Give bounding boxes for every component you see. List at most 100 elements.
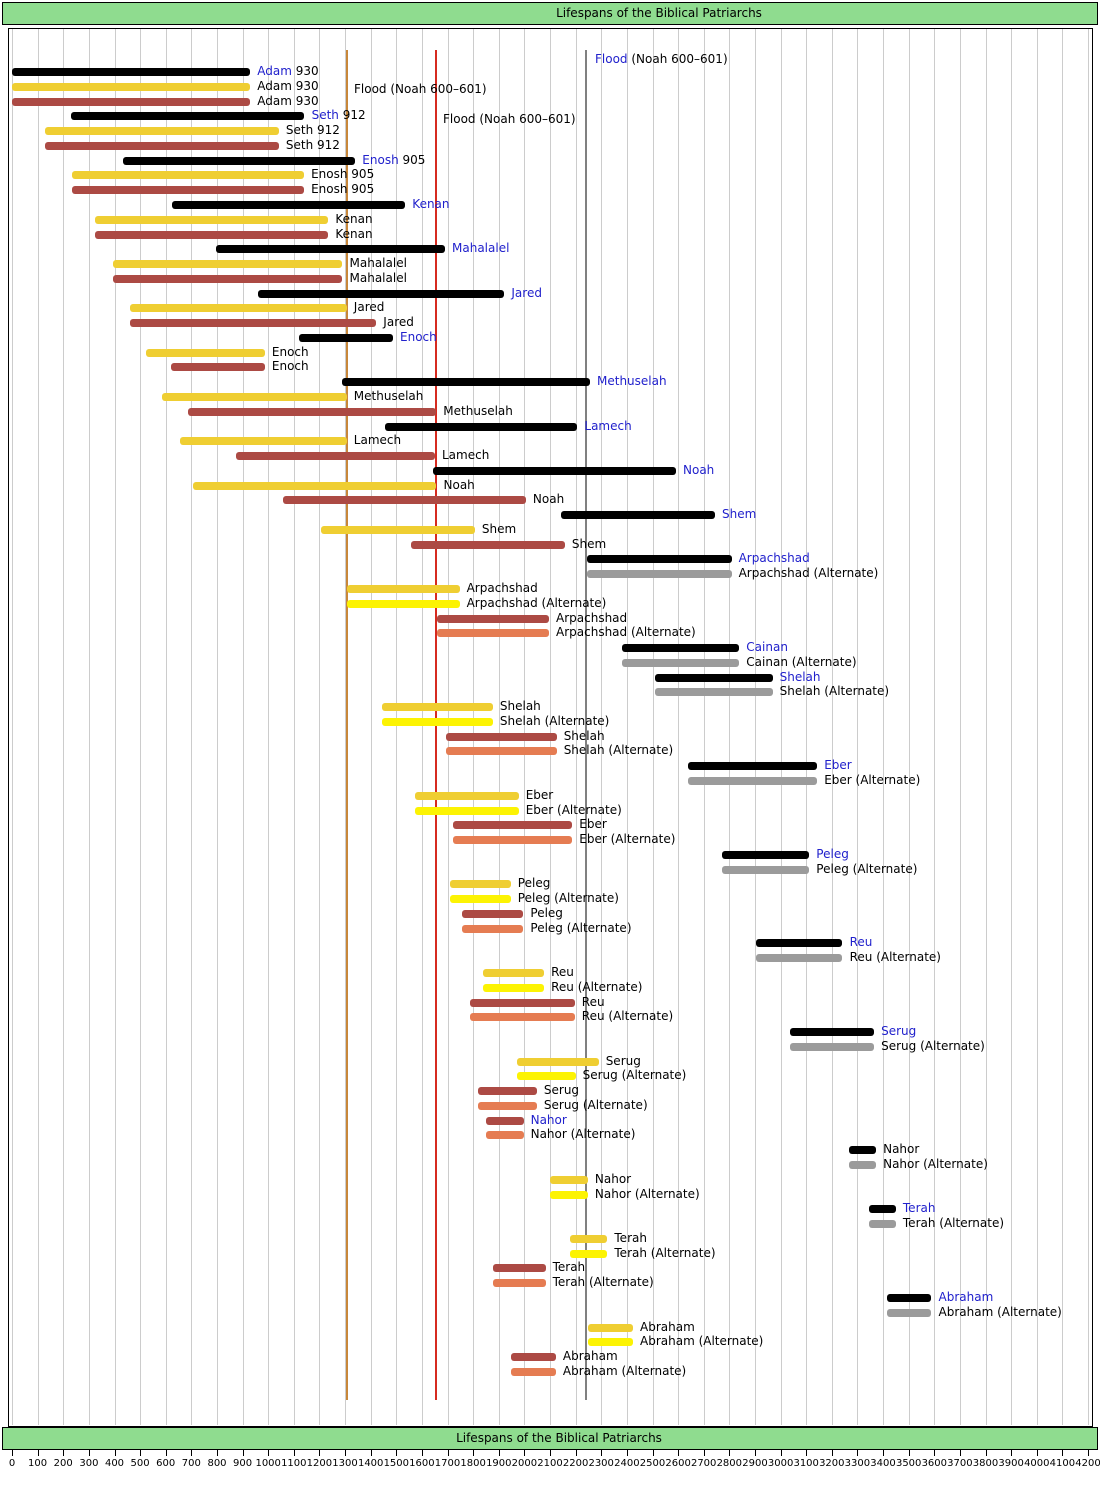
bar-label-abraham-alternate: Abraham (Alternate) xyxy=(640,1335,763,1348)
bar-label-text: Arpachshad (Alternate) xyxy=(738,566,879,581)
bar-label-text: Peleg (Alternate) xyxy=(530,920,632,935)
x-tick-label-1400: 1400 xyxy=(357,1458,384,1469)
x-tick-1800 xyxy=(473,1449,475,1456)
bar-label-peleg-alternate: Peleg (Alternate) xyxy=(530,920,632,935)
x-tick-2600 xyxy=(678,1449,680,1456)
lifespan-bar-eber-black xyxy=(688,762,818,771)
lifespan-bar-abraham-alternate-yellow xyxy=(588,1338,633,1347)
bar-label-cainan: Cainan xyxy=(746,641,788,654)
x-tick-1500 xyxy=(396,1449,398,1456)
bar-label-text: Serug xyxy=(605,1053,641,1068)
gridline-400 xyxy=(114,29,116,1425)
lifespan-bar-serug-alternate-yellow xyxy=(516,1072,576,1081)
bar-label-text: Shelah (Alternate) xyxy=(563,743,674,758)
bar-label-lamech: Lamech xyxy=(442,449,489,462)
x-tick-200 xyxy=(63,1449,65,1456)
gridline-3400 xyxy=(883,29,884,1425)
bar-label-adam: Adam 930 xyxy=(257,65,318,78)
x-tick-label-300: 300 xyxy=(79,1458,99,1469)
bar-label-shelah-alternate: Shelah (Alternate) xyxy=(500,714,609,728)
bar-label-text: Shelah xyxy=(779,669,821,684)
bar-label-shem: Shem xyxy=(722,508,756,521)
bar-label-arpachshad-alternate: Arpachshad (Alternate) xyxy=(739,567,879,580)
x-tick-1200 xyxy=(319,1449,321,1456)
gridline-0 xyxy=(12,29,13,1425)
x-tick-label-600: 600 xyxy=(156,1458,176,1469)
x-tick-label-2100: 2100 xyxy=(537,1458,563,1469)
bar-label-arpachshad: Arpachshad xyxy=(739,552,810,565)
x-tick-800 xyxy=(217,1449,218,1456)
gridline-3800 xyxy=(985,29,987,1425)
bar-label-enosh: Enosh 905 xyxy=(311,168,374,181)
bar-label-reu-alternate: Reu (Alternate) xyxy=(551,979,643,994)
flood-label-0: Flood (Noah 600–601) xyxy=(595,52,728,66)
x-tick-2100 xyxy=(550,1449,551,1456)
x-tick-3500 xyxy=(908,1449,910,1456)
x-tick-2200 xyxy=(575,1449,577,1456)
bar-label-text: Seth 912 xyxy=(285,123,340,138)
bar-label-nahor-alternate: Nahor (Alternate) xyxy=(883,1158,988,1171)
lifespan-bar-reu-gold xyxy=(482,969,545,977)
bar-label-text: Peleg (Alternate) xyxy=(816,861,918,876)
bar-label-text: Lamech xyxy=(584,418,632,433)
bar-label-text: Terah (Alternate) xyxy=(552,1275,654,1290)
x-tick-label-3100: 3100 xyxy=(793,1458,819,1469)
bar-label-eber: Eber xyxy=(526,788,554,802)
bar-label-abraham: Abraham xyxy=(640,1320,695,1334)
bar-label-text: Shelah xyxy=(563,728,605,743)
bar-label-nahor-alternate: Nahor (Alternate) xyxy=(531,1128,636,1141)
gridline-2600 xyxy=(678,29,680,1425)
bar-label-serug: Serug xyxy=(544,1084,579,1097)
x-tick-label-1600: 1600 xyxy=(409,1458,435,1469)
bar-label-terah-alternate: Terah (Alternate) xyxy=(903,1217,1004,1230)
bar-label-adam: Adam 930 xyxy=(257,79,318,93)
x-tick-label-3000: 3000 xyxy=(767,1458,794,1469)
bar-label-text: Nahor xyxy=(530,1112,567,1127)
gridline-2200 xyxy=(575,29,577,1425)
x-tick-2500 xyxy=(652,1449,654,1456)
x-tick-label-1000: 1000 xyxy=(255,1458,281,1469)
bar-label-cainan-alternate: Cainan (Alternate) xyxy=(746,654,857,669)
gridline-4000 xyxy=(1036,29,1038,1425)
bar-label-text: Reu (Alternate) xyxy=(551,979,643,994)
lifespan-bar-nahor-alternate-grey xyxy=(848,1161,877,1169)
gridline-2000 xyxy=(524,29,526,1425)
bar-label-text: Terah (Alternate) xyxy=(902,1216,1005,1231)
gridline-1800 xyxy=(473,29,475,1425)
lifespan-bar-peleg-alternate-salmon xyxy=(462,924,524,933)
bar-label-text: Nahor xyxy=(594,1171,632,1186)
x-tick-label-1700: 1700 xyxy=(434,1458,461,1469)
x-tick-1400 xyxy=(370,1449,372,1456)
gridline-1000 xyxy=(268,29,270,1425)
x-tick-label-100: 100 xyxy=(28,1458,48,1469)
bar-label-mahalalel: Mahalalel xyxy=(350,271,407,285)
bar-label-text: Cainan (Alternate) xyxy=(746,654,857,669)
bar-label-text: Serug xyxy=(543,1083,580,1098)
lifespan-bar-methuselah-black xyxy=(341,378,590,387)
bar-label-reu: Reu xyxy=(850,936,873,949)
bar-label-text: Shelah (Alternate) xyxy=(779,684,890,699)
lifespan-bar-serug-gold xyxy=(516,1057,599,1066)
bar-label-text: Jared xyxy=(511,285,542,300)
gridline-3500 xyxy=(908,29,910,1425)
bar-label-peleg-alternate: Peleg (Alternate) xyxy=(518,892,619,905)
bar-label-text: Shem xyxy=(571,536,607,551)
bar-label-text: Reu (Alternate) xyxy=(581,1009,674,1024)
lifespan-bar-peleg-alternate-yellow xyxy=(449,895,511,904)
gridline-3700 xyxy=(959,29,961,1425)
bar-label-shelah: Shelah xyxy=(563,728,605,743)
lifespan-bar-lamech-gold xyxy=(179,437,347,446)
bar-label-text: Lamech xyxy=(442,448,490,462)
gridline-2500 xyxy=(652,29,654,1425)
bar-label-text: Peleg xyxy=(517,876,551,891)
x-tick-4200 xyxy=(1088,1449,1089,1456)
lifespan-bar-eber-brick xyxy=(453,821,573,830)
x-tick-2900 xyxy=(755,1449,756,1456)
x-tick-600 xyxy=(165,1449,167,1456)
x-tick-label-200: 200 xyxy=(53,1458,73,1469)
gridline-3900 xyxy=(1011,29,1013,1425)
x-tick-100 xyxy=(37,1449,39,1456)
bar-label-text: Terah xyxy=(902,1201,936,1216)
x-tick-label-3300: 3300 xyxy=(844,1458,871,1469)
lifespan-bar-enoch-brick xyxy=(171,363,265,372)
